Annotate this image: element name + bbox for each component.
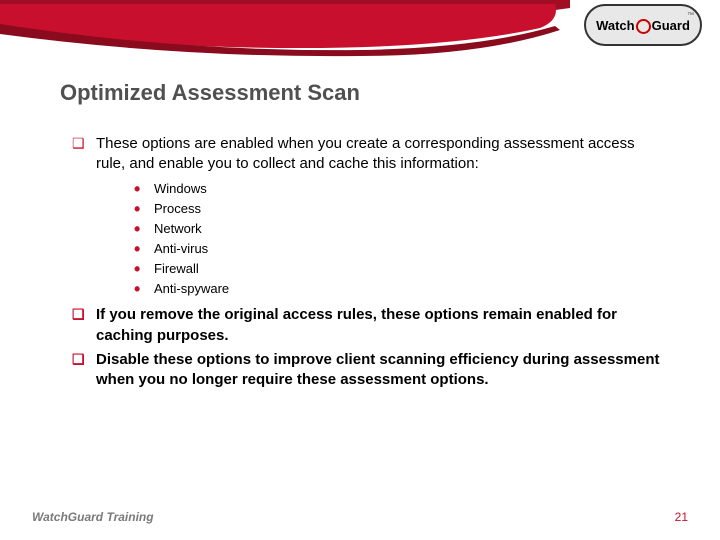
slide-footer: WatchGuard Training 21 <box>0 510 720 524</box>
bullet-item: If you remove the original access rules,… <box>72 305 660 346</box>
brand-logo: Watch Guard ™ <box>584 4 702 46</box>
sub-bullet-item: Anti-virus <box>134 239 660 259</box>
slide-title: Optimized Assessment Scan <box>60 80 660 106</box>
footer-label: WatchGuard Training <box>32 510 154 524</box>
logo-o-icon <box>636 19 651 34</box>
main-bullet-list: These options are enabled when you creat… <box>60 134 660 390</box>
sub-bullet-item: Network <box>134 219 660 239</box>
bullet-text: Disable these options to improve client … <box>96 351 659 388</box>
logo-suffix: Guard <box>652 18 690 33</box>
page-number: 21 <box>675 510 688 524</box>
bullet-text: If you remove the original access rules,… <box>96 306 617 343</box>
sub-bullet-item: Firewall <box>134 259 660 279</box>
slide-header: Watch Guard ™ <box>0 0 720 60</box>
red-swoosh-graphic <box>0 0 570 60</box>
bullet-item: Disable these options to improve client … <box>72 350 660 391</box>
trademark-symbol: ™ <box>687 12 694 19</box>
logo-text: Watch Guard <box>596 18 690 33</box>
sub-bullet-item: Process <box>134 199 660 219</box>
sub-bullet-item: Windows <box>134 179 660 199</box>
sub-bullet-item: Anti-spyware <box>134 279 660 299</box>
bullet-item: These options are enabled when you creat… <box>72 134 660 299</box>
sub-bullet-list: Windows Process Network Anti-virus Firew… <box>96 179 660 300</box>
logo-prefix: Watch <box>596 18 635 33</box>
bullet-text: These options are enabled when you creat… <box>96 135 635 172</box>
slide-content: Optimized Assessment Scan These options … <box>0 60 720 390</box>
